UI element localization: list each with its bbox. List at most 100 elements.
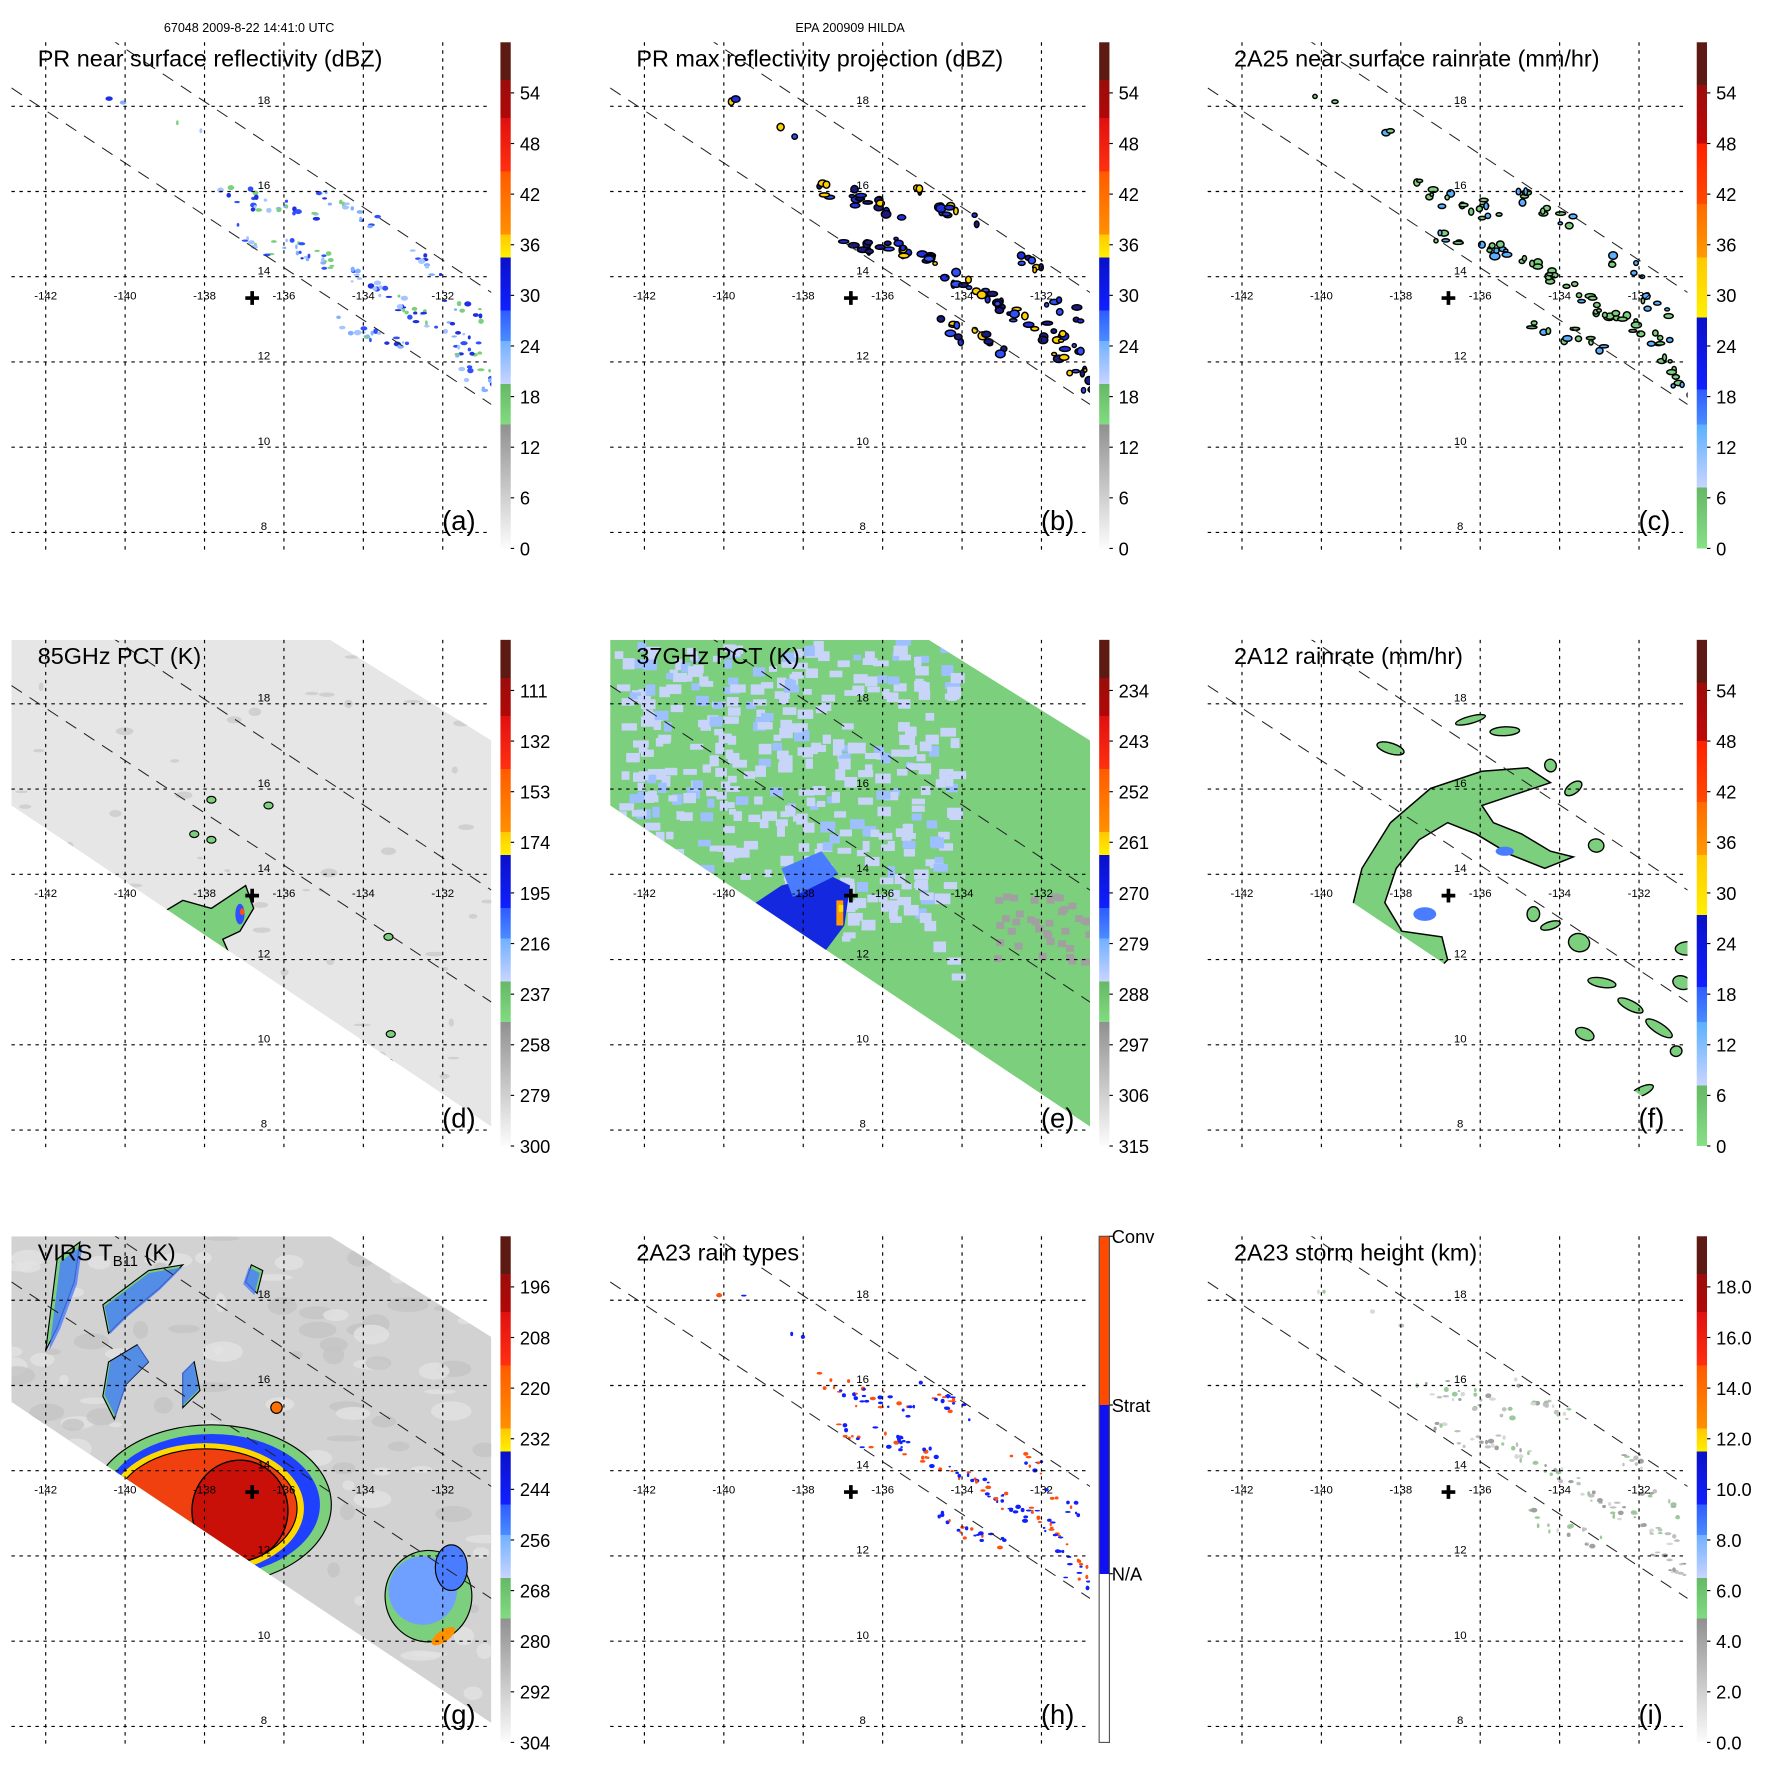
tb-pixel [776, 677, 787, 689]
ir-texture [372, 1467, 391, 1476]
precip-echo [1587, 295, 1598, 301]
tb-pixel [864, 764, 873, 773]
tb-pixel [680, 662, 691, 673]
longitude-tick-label: -134 [1548, 888, 1571, 900]
latitude-tick-label: 16 [1454, 180, 1467, 192]
tb-pixel [715, 767, 727, 777]
tb-pixel [733, 811, 742, 821]
precip-echo [957, 281, 969, 289]
tb-pixel [1003, 893, 1012, 901]
precip-echo [1687, 1589, 1688, 1591]
precip-echo [898, 252, 910, 259]
precip-echo [849, 202, 861, 209]
tb-pixel [779, 755, 793, 766]
rain-cell [1674, 940, 1688, 956]
precip-echo [1519, 1448, 1522, 1453]
latitude-tick-label: 8 [261, 1119, 267, 1131]
precip-echo [263, 198, 268, 202]
precip-echo [1640, 1466, 1643, 1471]
tb-pixel [676, 811, 685, 820]
tb-pixel [900, 749, 915, 757]
tb-pixel [951, 771, 967, 780]
precip-echo [1612, 1513, 1616, 1519]
colorbar-tick-label: 24 [520, 336, 540, 357]
tb-pixel [915, 666, 929, 676]
cloud-band-core [243, 1267, 260, 1296]
ice-scattering-area [263, 801, 274, 810]
data-layer [11, 42, 496, 405]
precip-echo [1415, 178, 1424, 184]
panel-title-text: 2A23 storm height (km) [1234, 1239, 1477, 1265]
longitude-tick-label: -142 [633, 290, 656, 302]
data-layer [1207, 1236, 1688, 1599]
ir-texture [35, 1663, 50, 1680]
precip-echo [1484, 1445, 1492, 1449]
tb-pixel [655, 738, 664, 747]
precip-echo [987, 1495, 991, 1498]
colorbar-tick-label: 36 [1716, 832, 1736, 853]
latitude-tick-label: 8 [261, 1715, 267, 1727]
precip-echo [1050, 1526, 1054, 1529]
precip-echo [1657, 1532, 1663, 1535]
precip-echo [957, 1473, 962, 1478]
precip-echo [832, 1385, 836, 1390]
rain-cell [1376, 741, 1405, 756]
longitude-tick-label: -142 [1231, 888, 1254, 900]
colorbar-tick-label: 279 [1119, 933, 1149, 954]
tb-pixel [886, 692, 899, 703]
precip-echo [965, 285, 973, 291]
precip-echo [1457, 1389, 1461, 1393]
longitude-tick-label: -140 [114, 888, 137, 900]
tb-pixel [715, 742, 725, 754]
tb-pixel [864, 752, 881, 760]
tb-pixel [834, 811, 847, 818]
tb-pixel [11, 1122, 20, 1127]
tb-pixel [838, 752, 851, 764]
precip-echo [369, 337, 372, 343]
tb-pixel [781, 661, 796, 668]
precip-echo [492, 380, 496, 384]
precip-echo [1076, 1558, 1080, 1563]
precip-echo [1009, 1454, 1014, 1458]
precip-echo [923, 255, 935, 263]
ir-texture [435, 1505, 472, 1522]
tb-pixel [890, 890, 900, 900]
ir-texture [400, 1650, 441, 1661]
precip-echo [1041, 320, 1054, 326]
colorbar-tick-label: 315 [1119, 1136, 1149, 1157]
tb-pixel [812, 786, 826, 796]
precip-echo [855, 1437, 860, 1441]
colorbar-tick-label: 48 [1119, 133, 1139, 154]
panel-f: -142 -140 -138 -136 -134 -132 18 16 14 12 10 8 2A12 … [1207, 639, 1756, 1177]
precip-echo [864, 248, 875, 255]
precip-echo [285, 238, 289, 243]
latitude-tick-label: 18 [1454, 1289, 1467, 1301]
precip-echo [1016, 251, 1026, 260]
tb-pixel [692, 780, 703, 790]
latitude-tick-label: 10 [258, 436, 271, 448]
precip-echo [1051, 351, 1058, 357]
latitude-tick-label: 10 [856, 1033, 869, 1045]
latitude-tick-label: 16 [258, 1374, 271, 1386]
tb-pixel [996, 922, 1005, 929]
tb-pixel [640, 749, 654, 757]
precip-echo [1528, 259, 1536, 268]
tb-pixel [644, 822, 661, 831]
tb-pixel [632, 659, 648, 669]
tb-pixel [318, 692, 335, 697]
precip-echo [1643, 305, 1652, 312]
tb-pixel [614, 651, 624, 659]
precip-echo [869, 1396, 876, 1401]
tb-pixel [778, 750, 788, 760]
precip-echo [424, 265, 430, 269]
precip-echo [1661, 1553, 1669, 1558]
tb-pixel [829, 670, 843, 678]
longitude-tick-label: -134 [951, 1484, 974, 1496]
tb-pixel [844, 776, 858, 788]
precip-echo [339, 325, 346, 330]
tb-pixel [947, 686, 962, 698]
precip-echo [1451, 1397, 1455, 1402]
tb-pixel [684, 675, 693, 682]
tb-pixel [916, 754, 926, 762]
precip-echo [1639, 1491, 1645, 1496]
